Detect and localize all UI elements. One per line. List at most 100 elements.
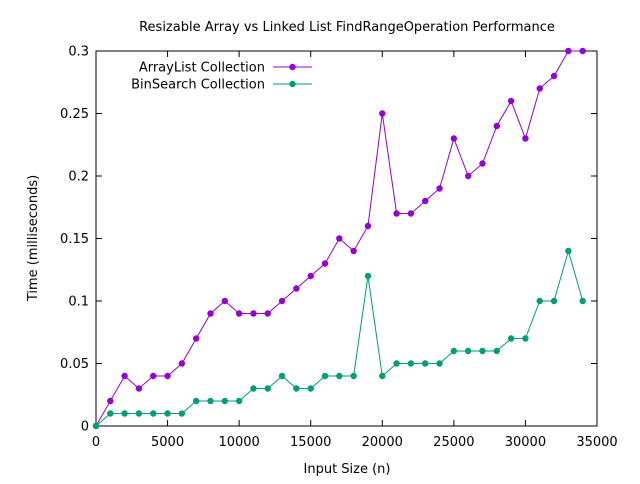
data-point [235, 397, 243, 405]
data-point [507, 335, 515, 342]
chart-title: Resizable Array vs Linked List FindRange… [139, 20, 555, 35]
data-point [307, 385, 314, 392]
data-point [307, 272, 314, 280]
data-point [107, 410, 114, 417]
data-point [550, 72, 558, 80]
data-point [450, 135, 458, 142]
data-point [150, 410, 157, 417]
data-point [393, 360, 400, 367]
data-point [364, 272, 372, 280]
x-tick-label: 10000 [218, 435, 259, 450]
data-point [221, 397, 229, 405]
data-point [493, 122, 500, 130]
data-point [178, 410, 186, 417]
legend-marker [289, 63, 296, 71]
data-point [436, 185, 443, 192]
data-point [364, 222, 372, 230]
legend-label: ArrayList Collection [139, 61, 265, 76]
x-tick-label: 20000 [362, 435, 403, 450]
data-point [350, 372, 357, 380]
x-axis: 0 5000 10000 15000 20000 25000 30000 35000 [92, 51, 618, 450]
plot-frame [95, 50, 598, 427]
y-tick-label: 0 [81, 420, 89, 435]
data-point [235, 310, 243, 317]
y-axis: 0 0.05 0.1 0.15 0.2 0.25 0.3 [60, 45, 597, 435]
data-point [293, 285, 300, 292]
y-tick-label: 0.1 [68, 295, 89, 310]
series-layer [92, 47, 586, 430]
data-point [193, 397, 200, 405]
data-point [550, 297, 558, 305]
data-point [121, 410, 128, 417]
data-point [164, 410, 171, 417]
data-point [221, 297, 229, 305]
data-point [565, 47, 572, 55]
data-point [135, 410, 143, 417]
data-point [293, 385, 300, 392]
data-point [522, 335, 529, 342]
y-tick-label: 0.2 [68, 170, 89, 185]
data-point [464, 347, 472, 355]
data-point [379, 110, 386, 117]
y-tick-label: 0.25 [60, 107, 89, 122]
data-point [436, 360, 443, 367]
data-point [422, 197, 429, 205]
x-tick-label: 30000 [505, 435, 546, 450]
data-point [278, 297, 286, 305]
y-tick-label: 0.15 [60, 232, 89, 247]
data-point [464, 172, 472, 180]
data-point [107, 397, 114, 405]
legend-label: BinSearch Collection [131, 78, 265, 93]
data-point [193, 335, 200, 342]
data-point [450, 347, 458, 355]
data-point [164, 372, 171, 380]
data-point [407, 210, 415, 217]
data-point [121, 372, 128, 380]
y-tick-label: 0.3 [68, 45, 89, 60]
x-tick-label: 35000 [576, 435, 617, 450]
data-point [493, 347, 500, 355]
y-axis-label: Time (milliseconds) [26, 175, 41, 302]
data-point [507, 97, 515, 105]
data-point [522, 135, 529, 142]
data-point [579, 47, 586, 55]
data-point [565, 247, 572, 255]
data-point [422, 360, 429, 367]
data-point [207, 310, 214, 317]
data-point [150, 372, 157, 380]
data-point [579, 297, 586, 305]
data-point [407, 360, 415, 367]
series-2 [92, 247, 586, 430]
data-point [536, 85, 543, 92]
data-point [178, 360, 186, 367]
data-point [336, 235, 343, 242]
data-point [135, 385, 143, 392]
data-point [278, 372, 286, 380]
y-tick-label: 0.05 [60, 357, 89, 372]
legend-marker [289, 80, 296, 88]
data-point [250, 310, 257, 317]
data-point [336, 372, 343, 380]
data-point [379, 372, 386, 380]
x-axis-label: Input Size (n) [304, 462, 391, 477]
series-1 [92, 47, 586, 430]
legend: ArrayList Collection BinSearch Collection [131, 61, 312, 93]
x-tick-label: 15000 [290, 435, 331, 450]
data-point [264, 385, 271, 392]
data-point [350, 247, 357, 255]
x-tick-label: 5000 [151, 435, 184, 450]
data-point [321, 372, 329, 380]
data-point [479, 160, 486, 167]
data-point [321, 260, 329, 267]
x-tick-label: 25000 [433, 435, 474, 450]
data-point [536, 297, 543, 305]
data-point [250, 385, 257, 392]
data-point [264, 310, 271, 317]
data-point [92, 422, 100, 430]
data-point [207, 397, 214, 405]
data-point [393, 210, 400, 217]
x-tick-label: 0 [92, 435, 100, 450]
data-point [479, 347, 486, 355]
